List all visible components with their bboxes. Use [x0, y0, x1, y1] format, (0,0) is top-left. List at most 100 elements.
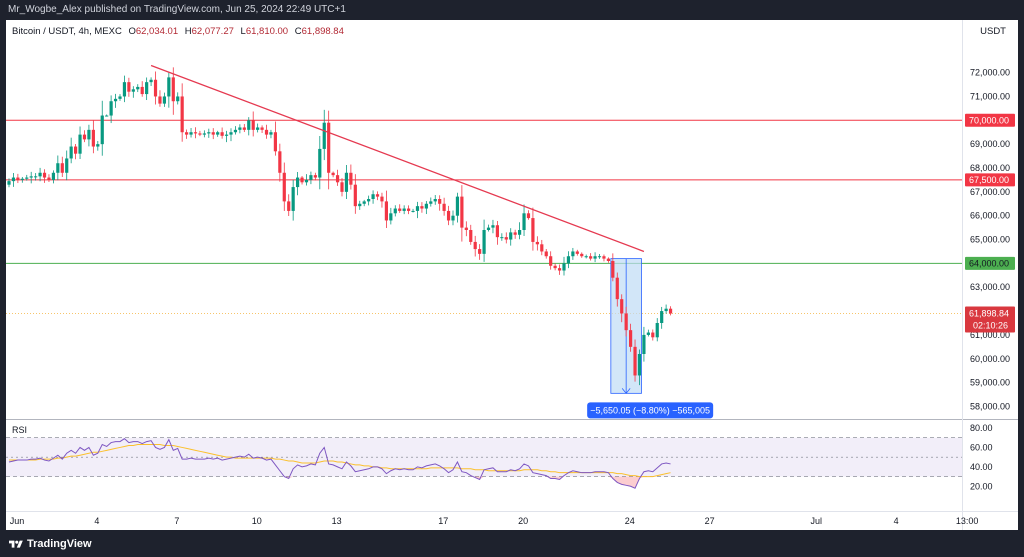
current-price-tag [965, 306, 1015, 333]
candle-body [344, 172, 349, 192]
candle-body [51, 172, 55, 180]
candle-body [535, 241, 539, 245]
candle-body [304, 179, 309, 183]
candle-body [455, 196, 460, 216]
candle-countdown: 02:10:26 [973, 320, 1008, 330]
candle-body [540, 244, 544, 252]
candle-body [637, 354, 642, 376]
candle-body [495, 225, 499, 238]
candle-body [278, 151, 282, 173]
price-tick-label: 65,000.00 [970, 235, 1010, 245]
currency-label[interactable]: USDT [980, 26, 1006, 37]
candle-body [655, 323, 659, 338]
candle-body [407, 208, 411, 211]
measure-arrow-head [621, 388, 631, 394]
candle-body [47, 177, 51, 180]
candle-body [96, 144, 100, 147]
candle-body [296, 177, 300, 188]
close-label: C [294, 26, 302, 37]
candle-body [362, 201, 366, 204]
footer-bar: TradingView [0, 532, 1024, 557]
candle-body [633, 346, 637, 376]
candle-body [486, 227, 491, 230]
candle-body [300, 177, 304, 183]
level-tag-label: 67,500.00 [969, 175, 1009, 185]
level-tag-label: 64,000.00 [969, 258, 1009, 268]
candle-body [606, 258, 610, 261]
symbol-legend: Bitcoin / USDT, 4h, MEXC O62,034.01 H62,… [12, 26, 344, 37]
candle-body [220, 132, 224, 136]
candle-body [42, 172, 47, 178]
price-tick-label: 72,000.00 [970, 68, 1010, 78]
candle-body [446, 210, 451, 221]
candle-body [313, 175, 317, 178]
rsi-title: RSI [12, 425, 27, 435]
chart-frame: 58,000.00 59,000.00 60,000.00 61,000.00 62,0… [6, 20, 1018, 530]
candle-body [642, 334, 646, 354]
candle-body [611, 261, 615, 278]
symbol-name[interactable]: Bitcoin / USDT, 4h, MEXC [12, 26, 122, 37]
candle-body [442, 203, 446, 211]
tradingview-brand[interactable]: TradingView [27, 538, 92, 550]
low-label: L [240, 26, 246, 37]
candle-body [353, 184, 357, 207]
candle-body [273, 132, 277, 152]
candle-body [229, 132, 233, 135]
high-label: H [184, 26, 192, 37]
candle-body [402, 208, 406, 211]
candle-body [109, 101, 113, 116]
chart-canvas[interactable]: 58,000.00 59,000.00 60,000.00 61,000.00 62,0… [6, 20, 1018, 530]
rsi-tick-label: 60.00 [970, 442, 993, 452]
candle-body [318, 148, 322, 178]
time-tick-label: Jul [810, 516, 822, 526]
candle-body [384, 201, 388, 221]
candle-body [371, 194, 375, 199]
candle-body [202, 133, 206, 135]
candle-body [25, 177, 29, 179]
candle-body [153, 79, 158, 97]
candle-body [575, 251, 579, 254]
candle-body [269, 132, 273, 135]
candle-body [287, 201, 291, 211]
candle-body [478, 249, 482, 254]
candle-body [491, 225, 495, 228]
candle-body [91, 129, 95, 147]
candle-body [16, 177, 20, 180]
candle-body [420, 206, 424, 209]
candle-body [162, 96, 166, 104]
low-value: 61,810.00 [245, 26, 289, 37]
candle-body [7, 181, 11, 185]
time-tick-label: 27 [705, 516, 715, 526]
candle-body [393, 208, 397, 214]
candle-body [651, 332, 655, 338]
candle-body [171, 77, 175, 102]
candle-body [433, 199, 437, 202]
candle-body [34, 176, 38, 178]
candle-body [593, 256, 597, 259]
close-value: 61,898.84 [301, 26, 344, 37]
candle-body [340, 182, 344, 192]
candle-body [87, 129, 91, 140]
price-tick-label: 71,000.00 [970, 91, 1010, 101]
candle-body [29, 176, 33, 178]
candle-body [233, 129, 238, 133]
trendline [150, 64, 645, 253]
rsi-tick-label: 80.00 [970, 423, 993, 433]
candle-body [56, 163, 60, 173]
candle-body [238, 127, 242, 130]
candle-body [247, 120, 251, 130]
open-label: O [128, 26, 136, 37]
candle-body [78, 134, 82, 154]
candle-body [176, 96, 180, 102]
candle-body [291, 187, 295, 211]
candle-body [193, 132, 198, 134]
candle-body [482, 230, 486, 254]
candle-body [389, 213, 393, 221]
candle-body [504, 237, 508, 240]
candle-body [566, 256, 571, 264]
high-value: 62,077.27 [191, 26, 234, 37]
candle-body [571, 251, 575, 257]
candle-body [74, 146, 78, 154]
candle-body [198, 133, 202, 135]
candle-body [349, 172, 353, 185]
